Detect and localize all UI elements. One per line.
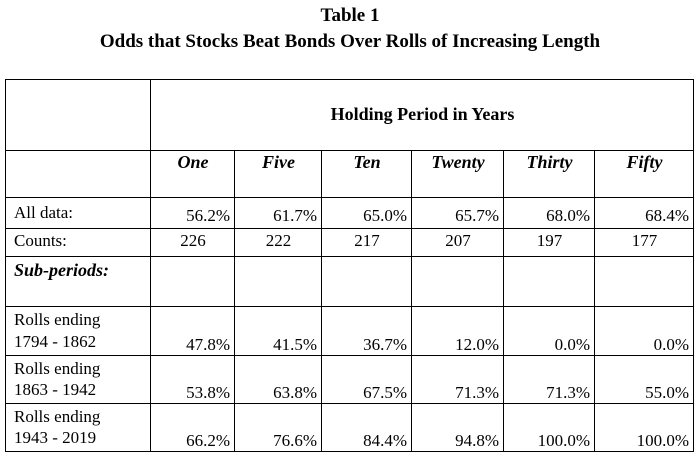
table-cell: 61.7% [273,206,317,225]
row-label-period-3-line2: 1943 - 2019 [14,428,97,447]
row-label-period-2-line2: 1863 - 1942 [14,380,97,399]
table-cell: 56.2% [186,206,230,225]
table-cell: 55.0% [645,383,689,402]
column-header-ten: Ten [353,152,381,172]
table-cell: 0.0% [554,335,590,354]
table-cell: 36.7% [363,335,407,354]
table-cell: 207 [445,231,471,250]
table-cell: 47.8% [186,335,230,354]
row-label-period-1-line1: Rolls ending [14,310,101,329]
table-cell: 100.0% [537,431,590,450]
column-header-twenty: Twenty [431,152,485,172]
row-label-period-2-line1: Rolls ending [14,359,101,378]
row-label-counts: Counts: [14,231,67,250]
sub-periods-label: Sub-periods: [14,260,110,280]
table-cell: 0.0% [653,335,689,354]
table-title: Table 1 [320,5,380,26]
row-label-all-data: All data: [14,203,74,222]
table-cell: 53.8% [186,383,230,402]
table-cell: 76.6% [273,431,317,450]
row-label-period-1-line2: 1794 - 1862 [14,332,97,351]
group-header: Holding Period in Years [330,104,515,124]
row-label-period-3-line1: Rolls ending [14,407,101,426]
table-cell: 94.8% [455,431,499,450]
table-cell: 217 [354,231,380,250]
table-subtitle: Odds that Stocks Beat Bonds Over Rolls o… [99,31,601,52]
data-table: Holding Period in Years One Five Ten Twe… [5,79,694,452]
column-header-thirty: Thirty [526,152,573,172]
table-cell: 65.0% [363,206,407,225]
table-cell: 197 [536,231,563,250]
table-cell: 177 [631,231,658,250]
table-cell: 71.3% [546,383,590,402]
table-gridlines [5,79,694,452]
table-cell: 226 [180,231,206,250]
table-cell: 68.4% [645,206,689,225]
table-cell: 12.0% [455,335,499,354]
column-header-one: One [177,152,209,172]
table-cell: 63.8% [273,383,317,402]
table-cell: 65.7% [455,206,499,225]
table-cell: 41.5% [273,335,317,354]
table-cell: 100.0% [636,431,689,450]
column-header-five: Five [262,152,295,172]
table-cell: 66.2% [186,431,230,450]
table-cell: 222 [265,231,292,250]
table-cell: 67.5% [363,383,407,402]
table-cell: 68.0% [546,206,590,225]
column-header-fifty: Fifty [626,152,663,172]
table-cell: 71.3% [455,383,499,402]
table-cell: 84.4% [363,431,407,450]
